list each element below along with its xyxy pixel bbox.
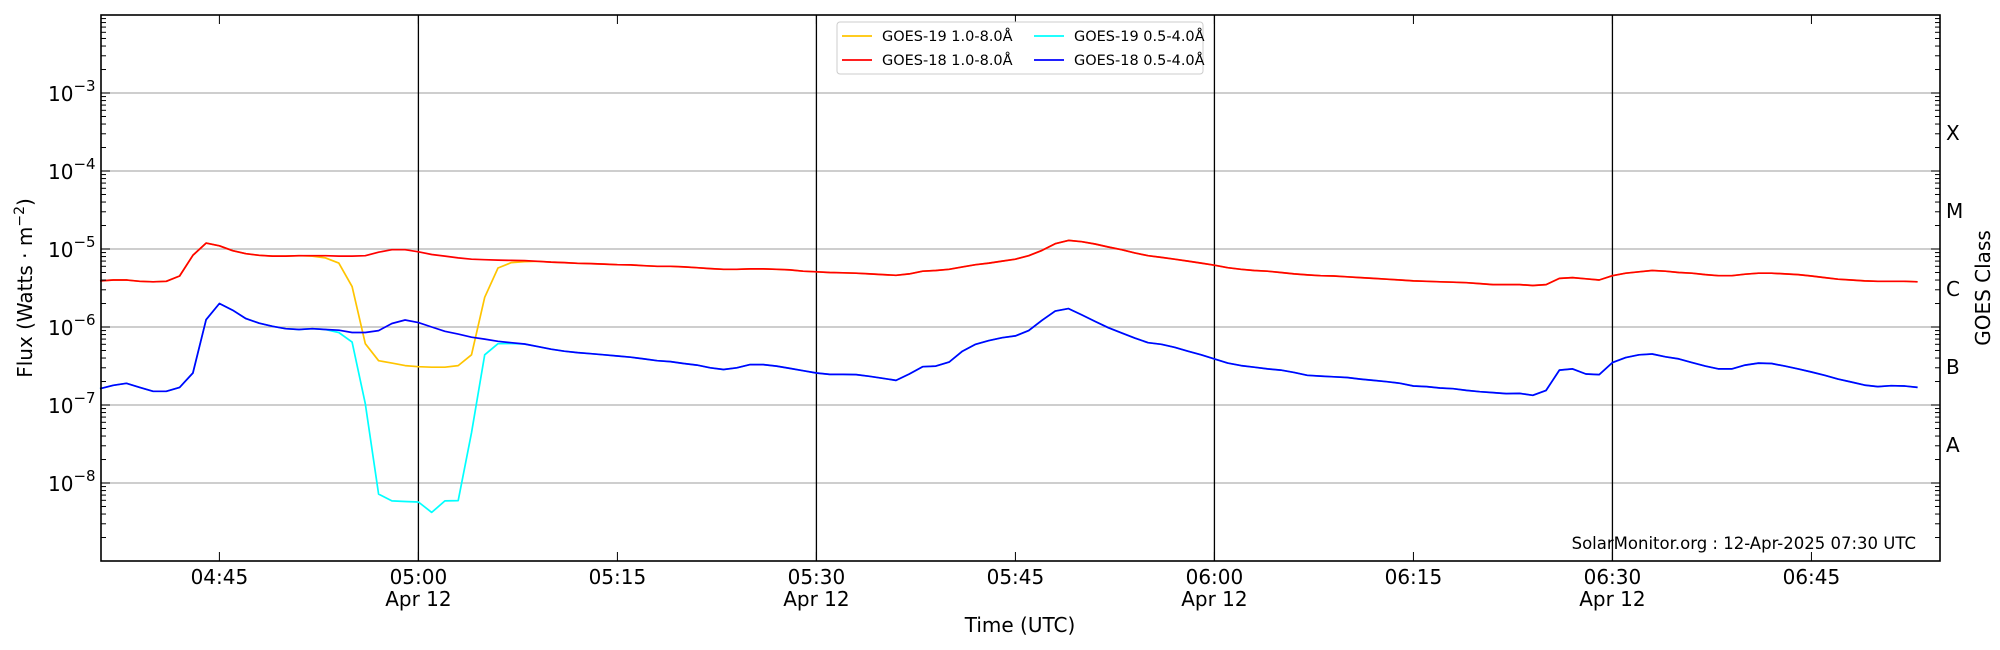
series-line-goes-18-0-5-4-0- — [99, 302, 1918, 397]
y-axis-label-end: ) — [13, 198, 37, 206]
y-tick-label: 10−5 — [48, 233, 96, 262]
y-axis-label-main: Flux (Watts · m — [13, 227, 37, 378]
x-tick-label: 05:45 — [987, 565, 1045, 589]
y-tick-base: 10 — [48, 316, 73, 340]
goes-class-label-c: C — [1946, 277, 1960, 301]
legend-label: GOES-19 1.0-8.0Å — [882, 28, 1013, 45]
legend-label: GOES-19 0.5-4.0Å — [1074, 28, 1205, 45]
y-tick-label: 10−3 — [48, 77, 96, 106]
y-tick-base: 10 — [48, 82, 73, 106]
y-tick-labels: 10−310−410−510−610−710−8 — [48, 77, 96, 496]
y-tick-label: 10−7 — [48, 389, 96, 418]
series-lines — [99, 239, 1918, 514]
y-tick-exponent: −7 — [73, 389, 95, 407]
y-tick-exponent: −6 — [73, 311, 95, 329]
goes-class-labels: A B C M X — [1946, 121, 1963, 457]
x-tick-label: 06:30 — [1584, 565, 1642, 589]
y-tick-label: 10−8 — [48, 467, 96, 496]
x-tick-label: 05:15 — [589, 565, 647, 589]
plot-frame — [100, 14, 1941, 562]
solarmonitor-annotation: SolarMonitor.org : 12-Apr-2025 07:30 UTC — [1572, 534, 1916, 553]
series-line-goes-18-1-0-8-0- — [99, 239, 1918, 287]
x-tick-label: 04:45 — [191, 565, 249, 589]
y-tick-base: 10 — [48, 472, 73, 496]
x-tick-date: Apr 12 — [783, 587, 849, 611]
goes-class-label-x: X — [1946, 121, 1960, 145]
right-axis-label: GOES Class — [1971, 230, 1995, 346]
x-tick-label: 05:00 — [390, 565, 448, 589]
legend: GOES-19 1.0-8.0Å GOES-19 0.5-4.0Å GOES-18 … — [836, 21, 1205, 75]
y-tick-exponent: −3 — [73, 77, 95, 95]
y-tick-base: 10 — [48, 238, 73, 262]
x-axis-label: Time (UTC) — [964, 613, 1076, 637]
legend-label: GOES-18 1.0-8.0Å — [882, 52, 1013, 69]
y-tick-base: 10 — [48, 394, 73, 418]
y-tick-exponent: −8 — [73, 467, 95, 485]
x-tick-label: 06:00 — [1186, 565, 1244, 589]
day-marker-lines — [417, 15, 1614, 561]
x-tick-label: 06:45 — [1783, 565, 1841, 589]
x-tick-date: Apr 12 — [1181, 587, 1247, 611]
y-tick-exponent: −5 — [73, 233, 95, 251]
y-tick-label: 10−4 — [48, 155, 96, 184]
y-axis-label: Flux (Watts · m−2) — [12, 198, 37, 378]
x-tick-date: Apr 12 — [1579, 587, 1645, 611]
goes-class-label-b: B — [1946, 355, 1960, 379]
x-tick-label: 06:15 — [1385, 565, 1443, 589]
y-tick-label: 10−6 — [48, 311, 96, 340]
goes-class-label-a: A — [1946, 433, 1960, 457]
grid-lines — [101, 92, 1940, 484]
series-line-goes-19-0-5-4-0- — [99, 302, 1918, 514]
legend-box — [836, 21, 1204, 75]
x-tick-label: 05:30 — [788, 565, 846, 589]
y-tick-base: 10 — [48, 160, 73, 184]
y-axis-label-exp: −2 — [12, 206, 28, 227]
goes-class-label-m: M — [1946, 199, 1963, 223]
legend-label: GOES-18 0.5-4.0Å — [1074, 52, 1205, 69]
y-tick-exponent: −4 — [73, 155, 95, 173]
x-tick-date: Apr 12 — [385, 587, 451, 611]
